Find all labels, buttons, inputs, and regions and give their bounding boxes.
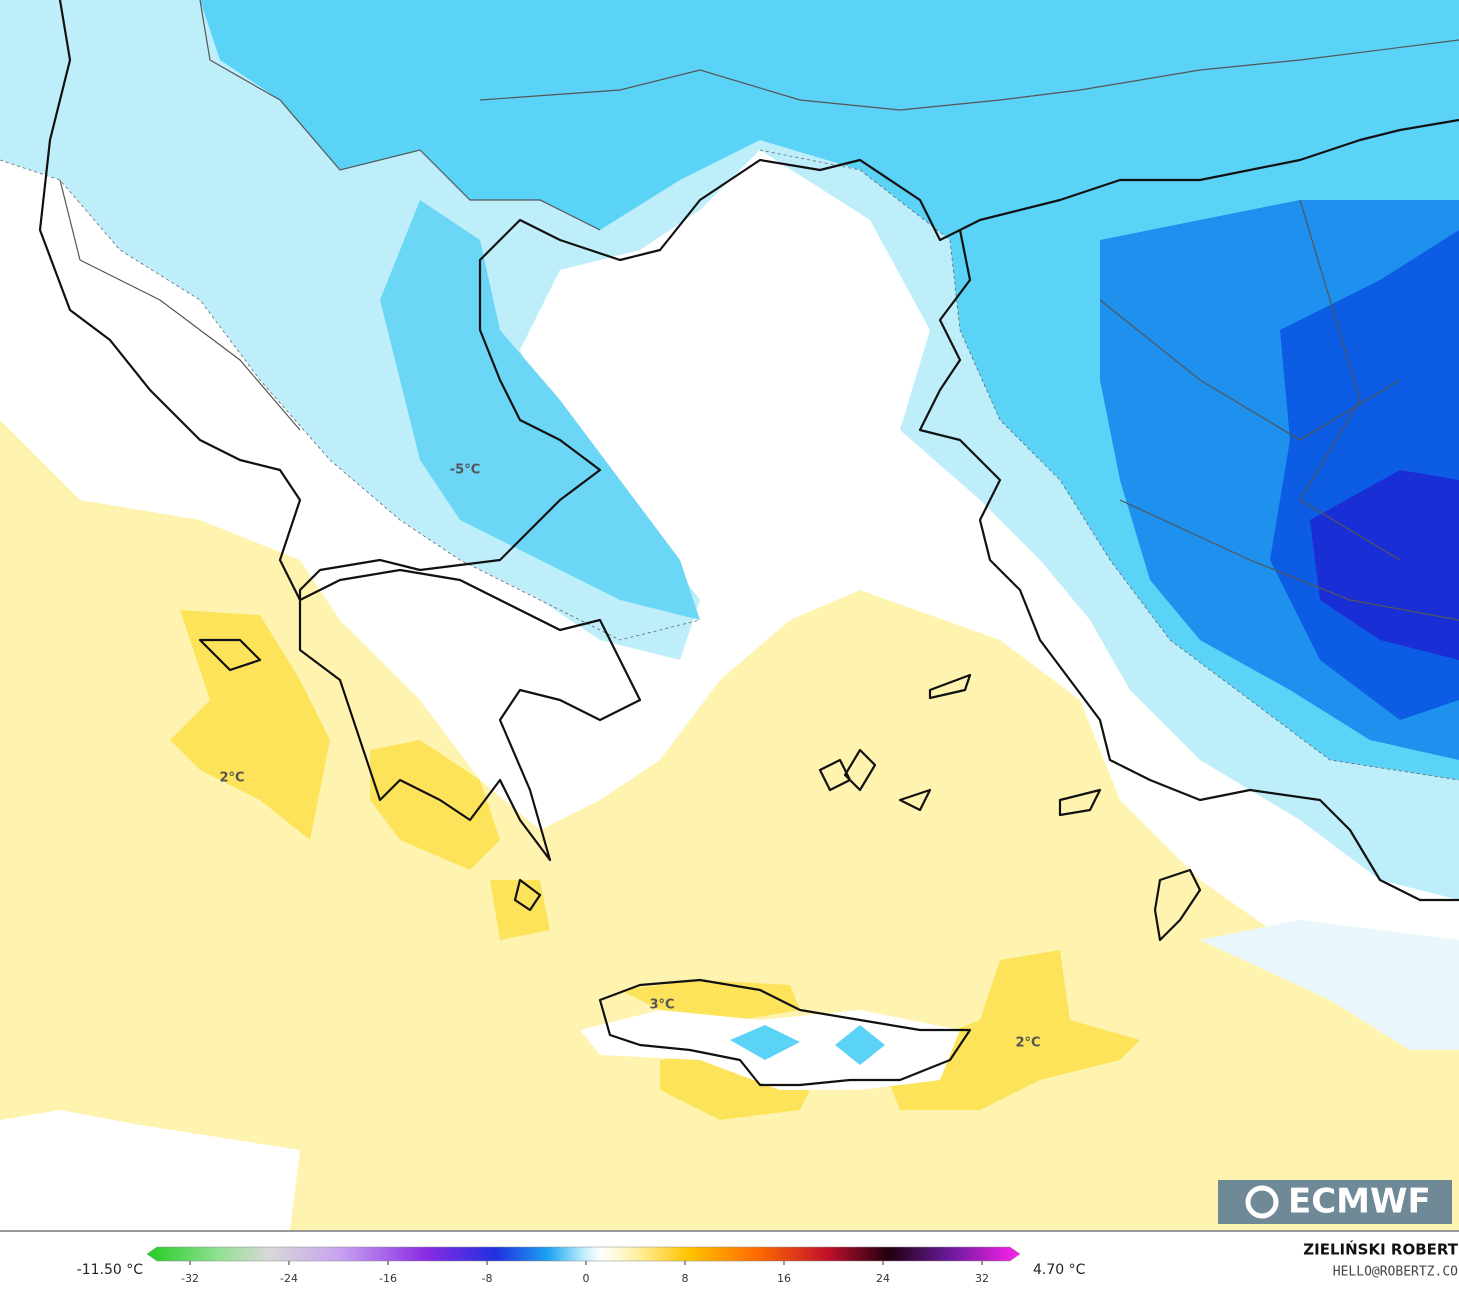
- colorbar-tick-label: 24: [876, 1272, 890, 1285]
- colorbar-tick-label: -16: [379, 1272, 397, 1285]
- colorbar-tick-label: 8: [682, 1272, 689, 1285]
- colorbar-tick-label: 16: [777, 1272, 791, 1285]
- border: [59, 0, 1459, 621]
- colorbar-tick-label: 32: [975, 1272, 989, 1285]
- contour-label: 3°C: [649, 998, 674, 1013]
- colorbar-scale: [146, 1246, 1021, 1262]
- cold-zone: [1310, 470, 1459, 660]
- cold-zone: [200, 0, 1459, 780]
- colorbar-max: 4.70 °C: [1033, 1262, 1086, 1278]
- contour-labels: -5°C 2°C 3°C 2°C: [219, 463, 1040, 1051]
- colorbar-tick-label: -24: [280, 1272, 298, 1285]
- logo: ECMWF: [1218, 1180, 1452, 1224]
- warm-zone: [490, 880, 550, 940]
- isotherm: [0, 149, 1459, 781]
- warm-zone: [370, 740, 500, 870]
- colorbar: -11.50 °C 4.70 °C -32 -24 -16 -8 0 8 16 24 32: [77, 1246, 1086, 1285]
- coastline: [918, 229, 1459, 902]
- warm-zone: [170, 610, 330, 840]
- coastline: [598, 978, 972, 1087]
- cold-zone: [835, 1025, 885, 1065]
- colorbar-min: -11.50 °C: [77, 1262, 144, 1278]
- neutral-zone: [0, 1110, 300, 1230]
- island: [198, 638, 1202, 942]
- cold-zone: [380, 200, 700, 620]
- cold-zone: [730, 1025, 800, 1060]
- warm-zone: [880, 950, 1140, 1110]
- logo-icon: [1245, 1185, 1279, 1219]
- colorbar-tick-label: -32: [181, 1272, 199, 1285]
- colorbar-tick-label: -8: [482, 1272, 493, 1285]
- map: [0, 0, 1459, 1230]
- colorbar-tick-label: 0: [583, 1272, 590, 1285]
- contour-label: 2°C: [219, 771, 244, 786]
- author: ZIELIŃSKI ROBERT: [1303, 1240, 1458, 1259]
- coastline: [38, 0, 1459, 862]
- logo-text: ECMWF: [1288, 1182, 1431, 1222]
- cold-zone: [1200, 920, 1459, 1050]
- contour-label: -5°C: [450, 463, 480, 478]
- contour-label: 2°C: [1015, 1036, 1040, 1051]
- contact: HELLO@ROBERTZ.CO: [1333, 1265, 1458, 1280]
